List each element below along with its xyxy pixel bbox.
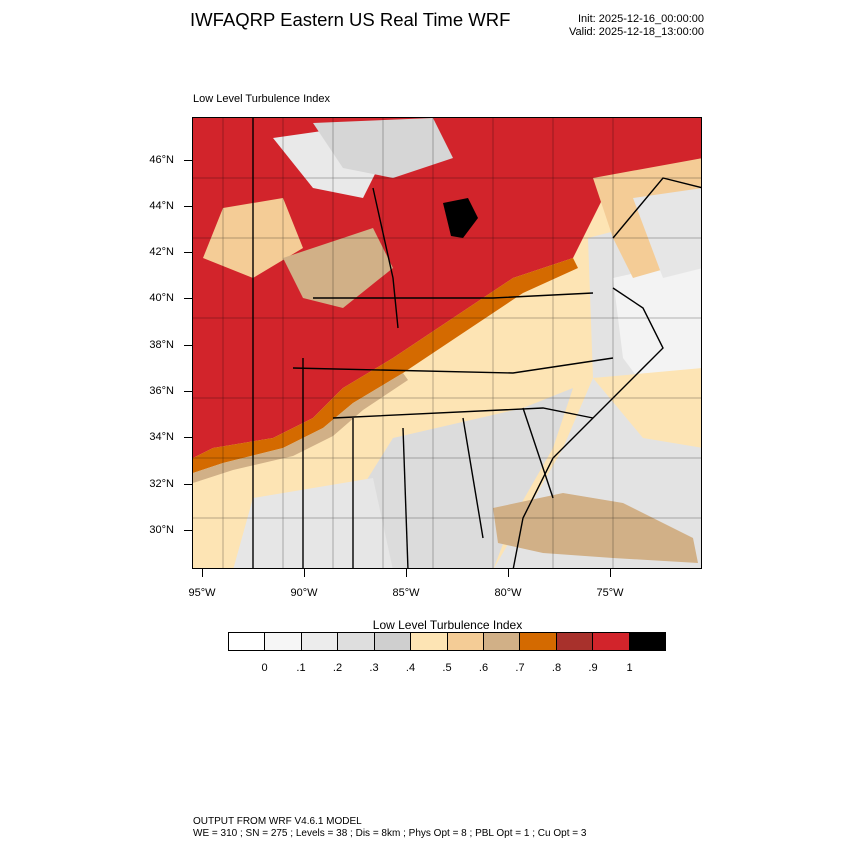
lat-tick [184, 298, 192, 299]
lon-tick [202, 569, 203, 577]
lat-tick [184, 437, 192, 438]
map-canvas [193, 118, 701, 568]
legend-title: Low Level Turbulence Index [372, 618, 523, 632]
colorbar-box [229, 633, 266, 650]
lat-tick [184, 252, 192, 253]
colorbar-label: .3 [369, 662, 379, 674]
colorbar-label: 0 [261, 662, 268, 674]
colorbar-box [629, 633, 666, 650]
lat-tick [184, 345, 192, 346]
lat-label: 42°N [149, 246, 174, 258]
valid-time: Valid: 2025-12-18_13:00:00 [569, 26, 704, 38]
lat-tick [184, 391, 192, 392]
colorbar-label: .8 [551, 662, 562, 674]
lat-label: 40°N [149, 292, 174, 304]
colorbar-label: .2 [332, 662, 343, 674]
lat-label: 30°N [149, 524, 174, 536]
lon-label: 80°W [494, 587, 522, 599]
lat-tick [184, 160, 192, 161]
colorbar-box [411, 633, 448, 650]
colorbar-box [483, 633, 521, 650]
colorbar-label: .4 [405, 662, 416, 674]
footer-line-2: WE = 310 ; SN = 275 ; Levels = 38 ; Dis … [193, 828, 587, 839]
colorbar-box [520, 633, 557, 650]
lon-label: 85°W [392, 587, 420, 599]
colorbar-box [301, 633, 339, 650]
colorbar-box [265, 633, 302, 650]
lon-tick [304, 569, 305, 577]
colorbar-box [593, 633, 630, 650]
colorbar-box [556, 633, 594, 650]
init-time: Init: 2025-12-16_00:00:00 [578, 13, 704, 25]
lat-label: 44°N [149, 200, 174, 212]
lat-label: 34°N [149, 431, 174, 443]
lon-label: 90°W [290, 587, 318, 599]
lat-label: 46°N [149, 154, 174, 166]
colorbar [228, 632, 666, 651]
colorbar-box [374, 633, 412, 650]
lat-label: 32°N [149, 478, 174, 490]
lat-tick [184, 484, 192, 485]
plot-title: IWFAQRP Eastern US Real Time WRF [190, 9, 511, 30]
colorbar-box [338, 633, 375, 650]
lon-tick [508, 569, 509, 577]
lat-tick [184, 206, 192, 207]
colorbar-label: .6 [478, 662, 489, 674]
colorbar-label: 1 [626, 662, 633, 674]
lon-label: 95°W [188, 587, 216, 599]
colorbar-label: .5 [442, 662, 452, 674]
lon-label: 75°W [596, 587, 624, 599]
turbulence-map [192, 117, 702, 569]
colorbar-label: .7 [515, 662, 525, 674]
colorbar-box [447, 633, 484, 650]
lat-label: 38°N [149, 339, 174, 351]
model-footer: OUTPUT FROM WRF V4.6.1 MODEL WE = 310 ; … [193, 816, 586, 840]
lon-tick [406, 569, 407, 577]
colorbar-label: .1 [296, 662, 306, 674]
lat-label: 36°N [149, 385, 174, 397]
colorbar-label: .9 [588, 662, 598, 674]
lon-tick [610, 569, 611, 577]
lat-tick [184, 530, 192, 531]
map-field-label: Low Level Turbulence Index [193, 93, 330, 105]
footer-line-1: OUTPUT FROM WRF V4.6.1 MODEL [193, 816, 362, 827]
